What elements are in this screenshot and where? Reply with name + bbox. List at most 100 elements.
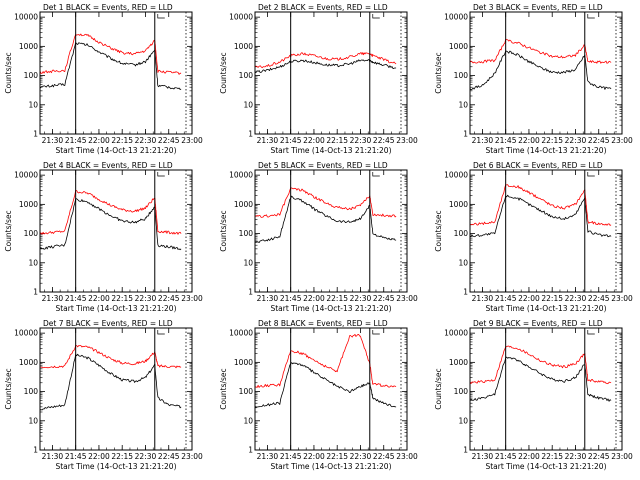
y-tick-label: 100: [239, 229, 254, 238]
x-axis-label: Start Time (14-Oct-13 21:21:20): [55, 146, 176, 155]
x-tick-label: 22:45: [373, 136, 395, 145]
y-axis-label: Counts/sec: [4, 52, 13, 93]
corner-bracket: [587, 330, 595, 335]
y-tick-label: 100: [239, 71, 254, 80]
x-axis-label: Start Time (14-Oct-13 21:21:20): [55, 462, 176, 471]
plot-frame: [39, 327, 193, 451]
x-tick-label: 23:00: [611, 136, 633, 145]
y-tick-label: 1: [463, 446, 468, 455]
y-tick-label: 10000: [229, 329, 253, 338]
x-tick-label: 21:45: [65, 136, 87, 145]
corner-bracket: [157, 14, 165, 19]
corner-bracket: [157, 172, 165, 177]
series-line-events: [39, 198, 182, 251]
x-tick-label: 22:45: [588, 294, 610, 303]
x-tick-label: 21:30: [42, 136, 64, 145]
y-tick-label: 10000: [14, 329, 38, 338]
y-tick-label: 1000: [234, 42, 253, 51]
x-axis-label: Start Time (14-Oct-13 21:21:20): [270, 462, 391, 471]
y-tick-label: 1000: [449, 42, 468, 51]
panel-8: Det 8 BLACK = Events, RED = LLD Counts/se…: [219, 319, 418, 471]
x-tick-label: 22:00: [303, 136, 325, 145]
x-tick-label: 22:30: [565, 294, 587, 303]
x-tick-label: 21:45: [280, 294, 302, 303]
x-tick-label: 22:00: [518, 452, 540, 461]
panel-7: Det 7 BLACK = Events, RED = LLD Counts/se…: [4, 319, 203, 471]
y-tick-label: 1000: [19, 42, 38, 51]
y-tick-label: 10000: [444, 171, 468, 180]
x-tick-label: 23:00: [611, 294, 633, 303]
panel-title: Det 1 BLACK = Events, RED = LLD: [43, 3, 173, 12]
series-line-events: [254, 59, 397, 73]
corner-bracket: [372, 330, 380, 335]
y-tick-label: 1000: [449, 200, 468, 209]
y-tick-label: 10: [458, 258, 468, 267]
y-tick-label: 1000: [449, 358, 468, 367]
x-tick-label: 21:45: [495, 452, 517, 461]
x-tick-label: 22:15: [326, 136, 348, 145]
plot-frame: [39, 11, 193, 135]
y-tick-label: 1000: [19, 358, 38, 367]
x-tick-label: 22:15: [111, 136, 133, 145]
panel-title: Det 7 BLACK = Events, RED = LLD: [43, 319, 173, 328]
x-tick-label: 21:45: [495, 294, 517, 303]
y-axis-label: Counts/sec: [219, 210, 228, 251]
x-tick-label: 21:45: [280, 136, 302, 145]
y-tick-label: 10000: [229, 13, 253, 22]
panel-4: Det 4 BLACK = Events, RED = LLD Counts/se…: [4, 161, 203, 313]
y-tick-label: 10000: [14, 13, 38, 22]
y-tick-label: 100: [454, 71, 469, 80]
x-tick-label: 23:00: [181, 294, 203, 303]
plot-frame: [469, 11, 623, 135]
x-tick-label: 22:15: [541, 452, 563, 461]
x-axis-label: Start Time (14-Oct-13 21:21:20): [270, 304, 391, 313]
y-axis-label: Counts/sec: [434, 210, 443, 251]
series-line-events: [469, 356, 612, 402]
y-tick-label: 100: [24, 71, 39, 80]
x-tick-label: 23:00: [181, 136, 203, 145]
y-tick-label: 1: [248, 130, 253, 139]
x-tick-label: 21:30: [472, 452, 494, 461]
series-line-events: [254, 362, 397, 409]
plot-frame: [254, 169, 408, 293]
x-tick-label: 21:45: [65, 452, 87, 461]
x-tick-label: 23:00: [396, 136, 418, 145]
x-tick-label: 22:30: [135, 452, 157, 461]
y-tick-label: 100: [454, 387, 469, 396]
x-tick-label: 22:30: [350, 136, 372, 145]
series-line-events: [469, 50, 612, 91]
panel-title: Det 4 BLACK = Events, RED = LLD: [43, 161, 173, 170]
x-tick-label: 22:15: [326, 294, 348, 303]
x-tick-label: 22:00: [303, 294, 325, 303]
x-tick-label: 22:15: [541, 294, 563, 303]
x-tick-label: 22:15: [111, 294, 133, 303]
x-tick-label: 21:30: [257, 136, 279, 145]
series-line-lld: [39, 189, 182, 235]
y-tick-label: 1: [33, 288, 38, 297]
x-tick-label: 23:00: [396, 452, 418, 461]
corner-bracket: [587, 14, 595, 19]
x-tick-label: 21:45: [495, 136, 517, 145]
y-tick-label: 10: [243, 100, 253, 109]
panel-title: Det 2 BLACK = Events, RED = LLD: [258, 3, 388, 12]
panel-title: Det 6 BLACK = Events, RED = LLD: [473, 161, 603, 170]
y-tick-label: 10: [243, 258, 253, 267]
panel-title: Det 5 BLACK = Events, RED = LLD: [258, 161, 388, 170]
x-tick-label: 23:00: [611, 452, 633, 461]
x-tick-label: 22:45: [158, 452, 180, 461]
x-tick-label: 22:30: [135, 294, 157, 303]
x-tick-label: 21:45: [280, 452, 302, 461]
plot-frame: [469, 327, 623, 451]
panel-title: Det 8 BLACK = Events, RED = LLD: [258, 319, 388, 328]
y-tick-label: 100: [454, 229, 469, 238]
panel-5: Det 5 BLACK = Events, RED = LLD Counts/se…: [219, 161, 418, 313]
series-line-lld: [254, 333, 397, 388]
y-tick-label: 1000: [19, 200, 38, 209]
y-tick-label: 1: [33, 446, 38, 455]
x-tick-label: 21:30: [472, 294, 494, 303]
series-line-events: [39, 42, 182, 90]
y-axis-label: Counts/sec: [4, 368, 13, 409]
x-tick-label: 22:00: [88, 294, 110, 303]
x-tick-label: 22:15: [326, 452, 348, 461]
